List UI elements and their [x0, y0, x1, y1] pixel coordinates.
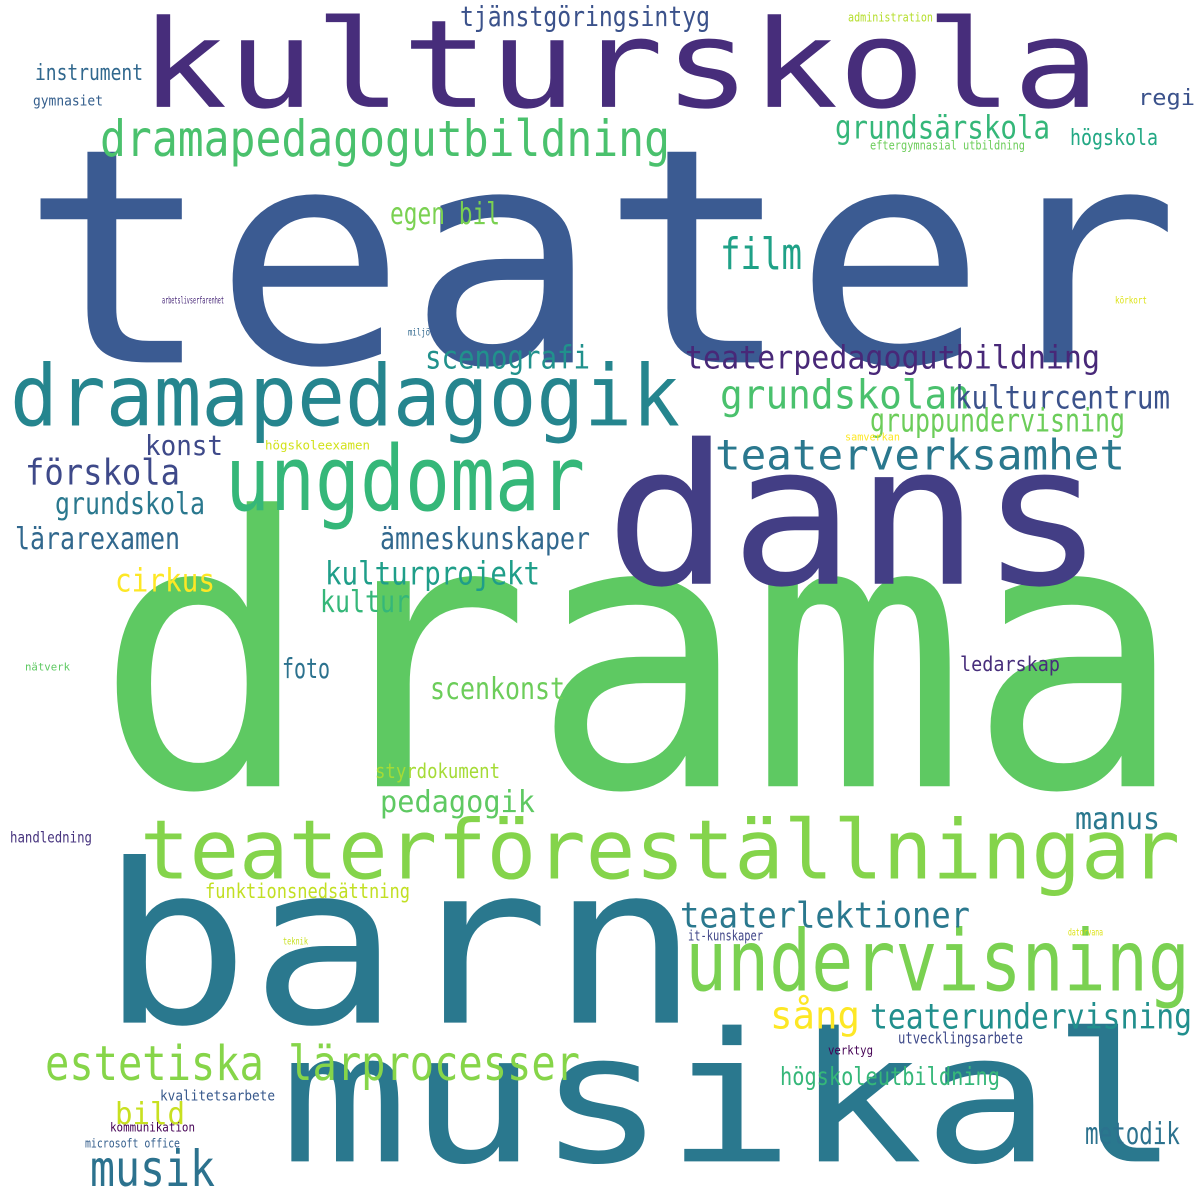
cloud-word: undervisning — [685, 912, 1190, 1012]
cloud-word: ämneskunskaper — [380, 522, 590, 557]
cloud-word: gymnasiet — [33, 93, 103, 110]
cloud-word: kommunikation — [110, 1120, 195, 1135]
cloud-word: foto — [282, 652, 330, 685]
cloud-word: gruppundervisning — [870, 402, 1125, 440]
cloud-word: eftergymnasial utbildning — [870, 138, 1025, 153]
cloud-word: drama — [95, 438, 1185, 875]
cloud-word: teater — [20, 85, 1180, 434]
cloud-word: dramapedagogutbildning — [100, 110, 670, 169]
cloud-word: metodik — [1085, 1117, 1180, 1152]
cloud-word: grundsärskola — [835, 109, 1050, 147]
cloud-word: konst — [145, 429, 223, 462]
cloud-word: handledning — [10, 828, 92, 847]
cloud-word: körkort — [1115, 295, 1147, 307]
cloud-word: högskoleexamen — [265, 438, 370, 453]
cloud-word: kultur — [320, 585, 410, 620]
cloud-word: pedagogik — [380, 785, 535, 820]
cloud-word: kulturprojekt — [325, 555, 540, 593]
cloud-word: egen bil — [390, 197, 500, 232]
cloud-word: kulturcentrum — [955, 379, 1170, 417]
cloud-word: teaterföreställningar — [140, 803, 1180, 899]
cloud-word: högskoleutbildning — [780, 1063, 1000, 1092]
cloud-word: grundskola — [55, 487, 205, 522]
cloud-word: film — [720, 228, 802, 280]
cloud-word: nätverk — [25, 660, 70, 674]
cloud-word: regi — [1138, 86, 1195, 111]
cloud-word: kulturskola — [140, 0, 1100, 137]
cloud-word: högskola — [1070, 126, 1158, 151]
cloud-word: miljö — [408, 327, 430, 339]
cloud-word: teaterpedagogutbildning — [685, 339, 1100, 377]
cloud-word: lärarexamen — [15, 522, 180, 557]
cloud-word: funktionsnedsättning — [205, 880, 410, 903]
cloud-word: styrdokument — [375, 760, 500, 783]
cloud-word: it-kunskaper — [688, 928, 763, 945]
cloud-word: samverkan — [845, 430, 900, 444]
cloud-word: microsoft office — [85, 1136, 180, 1151]
cloud-word: grundskolan — [720, 371, 970, 418]
cloud-word: datorvana — [1068, 927, 1103, 939]
cloud-word: utvecklingsarbete — [898, 1028, 1023, 1048]
cloud-word: verktyg — [828, 1043, 873, 1058]
cloud-word: scenkonst — [430, 672, 565, 707]
cloud-word: arbetslivserfarenhet — [162, 295, 224, 307]
cloud-word: förskola — [25, 451, 180, 494]
cloud-word: estetiska lärprocesser — [45, 1035, 580, 1092]
cloud-word: teknik — [283, 936, 308, 948]
cloud-word: dans — [605, 403, 1105, 631]
cloud-word: sång — [770, 994, 860, 1038]
cloud-word: musikal — [280, 994, 1180, 1200]
cloud-word: instrument — [35, 61, 143, 86]
cloud-word: teaterlektioner — [680, 894, 970, 937]
cloud-word: ungdomar — [225, 427, 585, 533]
cloud-word: teaterverksamhet — [715, 431, 1125, 480]
cloud-word: bild — [115, 1097, 185, 1132]
cloud-word: scenografi — [425, 339, 590, 377]
cloud-word: ledarskap — [960, 653, 1060, 676]
cloud-word: administration — [848, 10, 933, 25]
cloud-word: kvalitetsarbete — [160, 1088, 275, 1105]
cloud-word: cirkus — [115, 562, 215, 600]
cloud-word: tjänstgöringsintyg — [460, 0, 710, 33]
cloud-word: dramapedagogik — [10, 347, 680, 447]
cloud-word: manus — [1075, 802, 1160, 837]
cloud-word: barn — [100, 816, 700, 1076]
cloud-word: musik — [90, 1140, 215, 1199]
cloud-word: teaterundervisning — [870, 996, 1192, 1038]
